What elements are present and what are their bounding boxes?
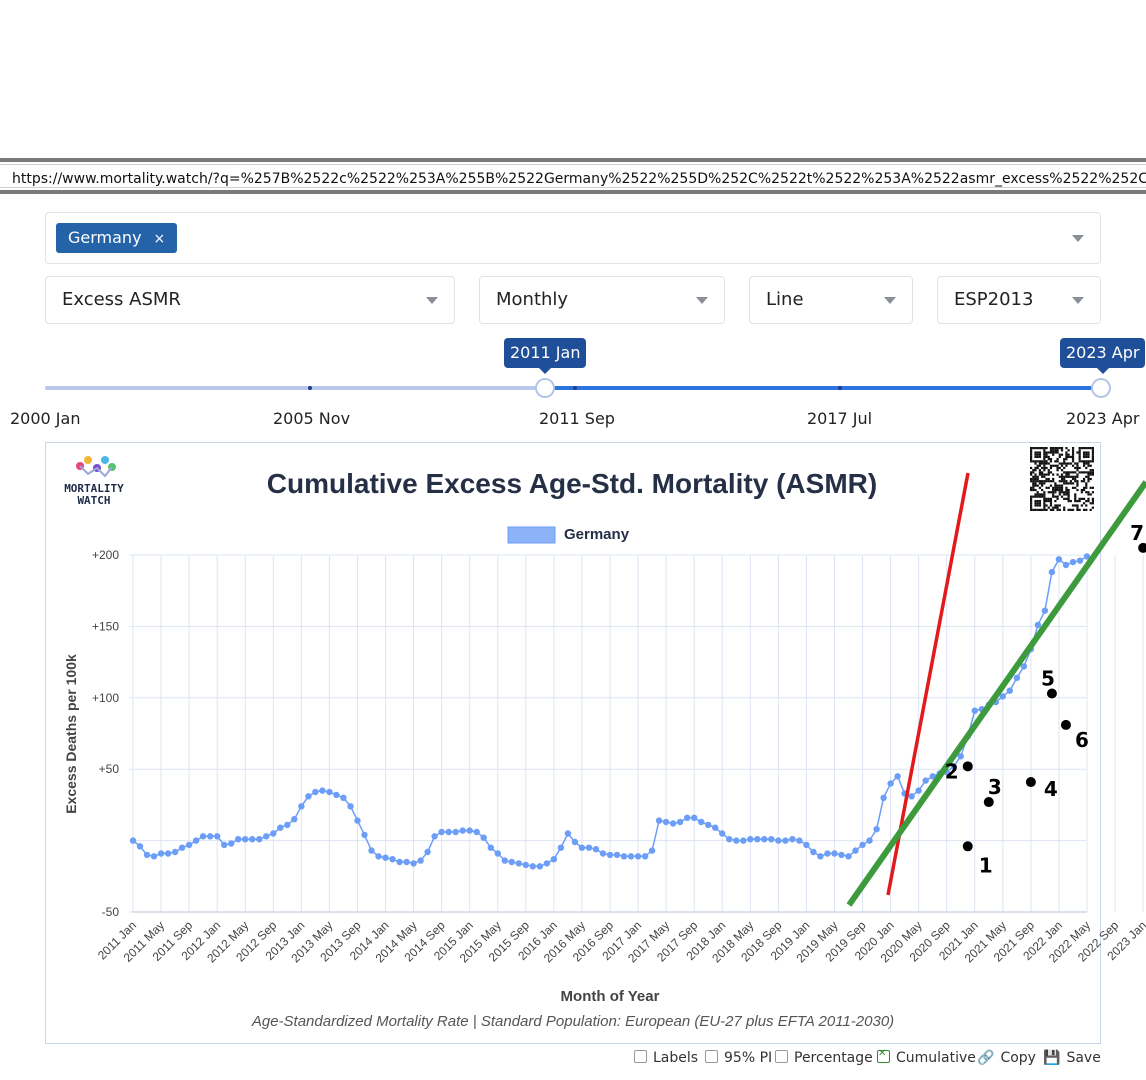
country-chip[interactable]: Germany × [56,223,178,253]
slider-end-tooltip: 2023 Apr [1060,338,1146,374]
percentage-option[interactable]: Percentage [775,1050,873,1072]
country-select[interactable]: Germany × [45,212,1101,264]
slider-track-active[interactable] [545,386,1101,390]
chevron-down-icon[interactable] [696,297,708,304]
url-bar-inner [0,164,1146,188]
annotation-point [1138,542,1146,553]
metric-select-value: Excess ASMR [62,289,181,310]
standard-population-select[interactable]: ESP2013 [937,276,1101,324]
copy-button-text: Copy [1000,1050,1036,1066]
slider-label: 2023 Apr [1066,409,1140,428]
pi-option-text: 95% PI [724,1050,773,1066]
cumulative-option[interactable]: Cumulative [877,1048,976,1072]
checkbox-icon[interactable] [634,1050,647,1063]
slider-tick [838,386,842,390]
slider-start-handle[interactable] [535,378,555,398]
annotation-label: 7 [1130,521,1144,545]
slider-end-handle[interactable] [1091,378,1111,398]
chevron-down-icon[interactable] [884,297,896,304]
labels-option-text: Labels [653,1050,699,1066]
chart-style-value: Line [766,289,804,310]
slider-start-tooltip: 2011 Jan [504,338,587,374]
x-tick-label: 2023 Jan [1104,918,1146,963]
slider-label: 2000 Jan [10,409,81,428]
checkbox-checked-icon[interactable] [877,1048,890,1063]
save-button[interactable]: 💾 Save [1043,1050,1101,1072]
save-button-text: Save [1066,1050,1101,1066]
link-icon: 🔗 [977,1050,995,1066]
floppy-icon: 💾 [1043,1050,1061,1066]
labels-option[interactable]: Labels [634,1050,698,1072]
slider-tick [308,386,312,390]
cumulative-option-text: Cumulative [896,1050,976,1066]
slider-track-inactive[interactable] [45,386,545,390]
percentage-option-text: Percentage [794,1050,873,1066]
country-chip-label: Germany [68,228,142,247]
url-bar[interactable]: https://www.mortality.watch/?q=%257B%252… [0,158,1146,194]
slider-label: 2017 Jul [807,409,873,428]
chevron-down-icon[interactable] [426,297,438,304]
period-select-value: Monthly [496,289,569,310]
copy-button[interactable]: 🔗 Copy [977,1050,1036,1072]
checkbox-icon[interactable] [775,1050,788,1063]
standard-population-value: ESP2013 [954,289,1034,310]
chip-remove-icon[interactable]: × [153,231,166,247]
metric-select[interactable]: Excess ASMR [45,276,455,324]
chart-frame [45,442,1101,1044]
chevron-down-icon[interactable] [1072,235,1084,242]
slider-label: 2005 Nov [273,409,351,428]
slider-label: 2011 Sep [539,409,615,428]
period-select[interactable]: Monthly [479,276,725,324]
blank-area [0,0,1146,158]
chevron-down-icon[interactable] [1072,297,1084,304]
checkbox-icon[interactable] [705,1050,718,1063]
chart-style-select[interactable]: Line [749,276,913,324]
pi-option[interactable]: 95% PI [705,1050,772,1072]
url-text[interactable]: https://www.mortality.watch/?q=%257B%252… [12,171,1146,187]
slider-tick [573,386,577,390]
